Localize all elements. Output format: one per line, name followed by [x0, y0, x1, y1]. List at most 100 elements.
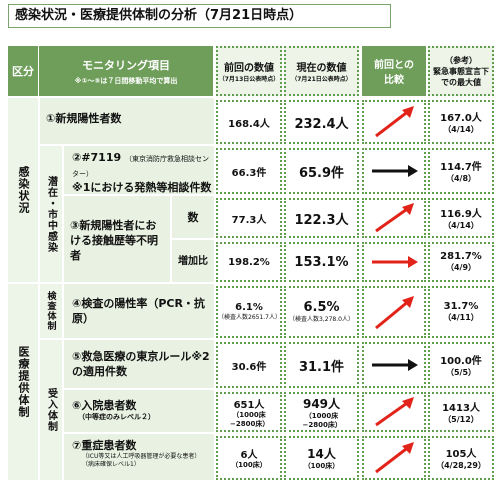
row5-label: ⑤救急医療の東京ルール※2の適用件数: [72, 350, 210, 378]
row5-cur: 31.1件: [284, 342, 359, 388]
right-arrow-icon: [372, 256, 418, 268]
group-iryo: 医療提供体制: [8, 284, 38, 480]
header-compare-label: 前回との比較: [374, 60, 414, 86]
header-prev-label: 前回の数値: [224, 63, 274, 74]
row3-max: 116.9人 （4/14）: [428, 198, 494, 238]
row3-max-date: （4/14）: [443, 221, 479, 230]
group-iryo-band: [8, 284, 38, 480]
row1-prev: 168.4人: [216, 100, 282, 144]
row6-label-cell: ⑥入院患者数 （中等症のみレベル２）: [64, 390, 214, 432]
row4-prev-value: 6.1%: [235, 302, 263, 313]
row6-label-note: （中等症のみレベル２）: [78, 413, 155, 421]
row1-max-value: 167.0人: [440, 113, 482, 124]
header-compare: 前回との比較: [362, 46, 426, 96]
header-cur: 現在の数値 （7月21日公表時点）: [284, 46, 359, 96]
row6-max: 1413人 （5/12）: [428, 392, 494, 432]
row2-label-cell: ②#7119 （東京消防庁救急相談センター） ※1における発熱等相談件数: [64, 146, 214, 194]
row6-prev-value: 651人: [233, 399, 265, 411]
row2-prev: 66.3件: [216, 148, 282, 194]
row1-label-cell: ①新規陽性者数: [40, 98, 214, 144]
header-kubun: 区分: [8, 46, 38, 96]
row7-label-cell: ⑦重症患者数 （ICU等又は人工呼吸器管理が必要な患者）（病床確保レベル1）: [64, 434, 214, 480]
up-arrow-icon: [375, 442, 414, 474]
row3b-max-date: （4/9）: [445, 263, 477, 272]
right-arrow-icon: [372, 165, 418, 177]
row5-max-value: 100.0件: [440, 356, 482, 367]
up-arrow-icon: [375, 296, 414, 330]
row7-max: 105人 （4/28,29）: [428, 436, 494, 480]
group-ukeire-label: 受入体制: [45, 388, 57, 432]
header-ref-label: （参考）: [445, 55, 477, 65]
row7-cur: 14人 （100床）: [284, 436, 359, 480]
row7-prev-note: （100床）: [231, 461, 267, 469]
group-ukeire: 受入体制: [40, 340, 62, 480]
row3b-compare: [362, 242, 426, 282]
row1-compare: [362, 100, 426, 144]
up-arrow-icon: [375, 397, 414, 427]
row3-max-value: 116.9人: [440, 209, 482, 220]
row3-sub-label: 数: [187, 210, 199, 224]
row3b-cur: 153.1%: [284, 242, 359, 282]
header-cur-note: （7月21日公表時点）: [291, 76, 352, 83]
row5-max: 100.0件 （5/5）: [428, 342, 494, 388]
row1-cur-value: 232.4人: [294, 116, 349, 132]
row7-label-note: （ICU等又は人工呼吸器管理が必要な患者）（病床確保レベル1）: [82, 453, 201, 468]
row6-max-date: （5/12）: [443, 415, 479, 424]
row2-label-a: ②#7119: [72, 151, 122, 164]
right-arrow-icon: [372, 359, 418, 371]
row4-cur-note: （検査人数3,278.0人）: [289, 316, 354, 323]
row1-cur: 232.4人: [284, 100, 359, 144]
header-kubun-label: 区分: [12, 65, 34, 78]
row3-label: ③新規陽性者における接触歴等不明者: [70, 219, 158, 262]
row6-compare: [362, 392, 426, 432]
row3-sub-cell: 数: [172, 196, 214, 238]
row3-compare: [362, 198, 426, 238]
group-kensa-label: 検査体制: [45, 291, 56, 331]
row3b-prev-value: 198.2%: [228, 256, 270, 268]
header-item-note: ※①～⑤は７日間移動平均で算出: [74, 76, 178, 85]
row6-prev-note: （1000床−2800床）: [230, 410, 270, 428]
row2-label-b: （東京消防庁救急相談センター）: [72, 155, 209, 178]
row5-cur-value: 31.1件: [298, 359, 345, 375]
row4-label: ④検査の陽性率（PCR・抗原）: [72, 297, 205, 325]
group-iryo-label: 医療提供体制: [17, 346, 30, 418]
group-senzai-label: 潜在・市中感染: [45, 175, 57, 253]
row4-max-value: 31.7%: [443, 301, 479, 312]
row6-prev: 651人 （1000床−2800床）: [216, 392, 282, 432]
row7-max-value: 105人: [445, 449, 477, 460]
row7-label: ⑦重症患者数: [72, 439, 137, 452]
row2-max-date: （4/8）: [445, 174, 477, 183]
group-kansen-label: 感染状況: [17, 166, 30, 214]
row6-cur-note: （1000床−2800床）: [302, 411, 342, 429]
row7-prev: 6人 （100床）: [216, 436, 282, 480]
group-kansen: 感染状況: [8, 98, 38, 282]
row3b-sub-cell: 増加比: [172, 240, 214, 282]
row1-max-date: （4/14）: [443, 125, 479, 134]
row6-cur: 949人 （1000床−2800床）: [284, 392, 359, 432]
row6-label: ⑥入院患者数: [72, 399, 137, 412]
row2-prev-value: 66.3件: [231, 167, 267, 179]
row5-prev-value: 30.6件: [231, 361, 267, 373]
row7-compare: [362, 436, 426, 480]
up-arrow-icon: [375, 106, 414, 138]
row4-max-date: （4/11）: [443, 313, 479, 322]
row3b-prev: 198.2%: [216, 242, 282, 282]
row5-compare: [362, 342, 426, 388]
row1-label: ①新規陽性者数: [46, 112, 122, 125]
row2-cur: 65.9件: [284, 148, 359, 194]
group-senzai: 潜在・市中感染: [40, 146, 62, 282]
page-title: 感染状況・医療提供体制の分析（7月21日時点）: [8, 4, 391, 28]
group-kensa: 検査体制: [40, 284, 62, 338]
row3-prev: 77.3人: [216, 198, 282, 238]
header-prev-note: （7月13日公表時点）: [218, 76, 280, 83]
row3b-max-value: 281.7%: [440, 251, 482, 262]
header-item-label: モニタリング項目: [82, 58, 170, 72]
row3-cur: 122.3人: [284, 198, 359, 238]
row2-cur-value: 65.9件: [298, 165, 345, 181]
row3b-cur-value: 153.1%: [294, 254, 349, 270]
row5-prev: 30.6件: [216, 342, 282, 388]
row3-cur-value: 122.3人: [294, 212, 349, 228]
row7-cur-value: 14人: [307, 447, 336, 461]
row1-max: 167.0人 （4/14）: [428, 100, 494, 144]
row2-compare: [362, 148, 426, 194]
